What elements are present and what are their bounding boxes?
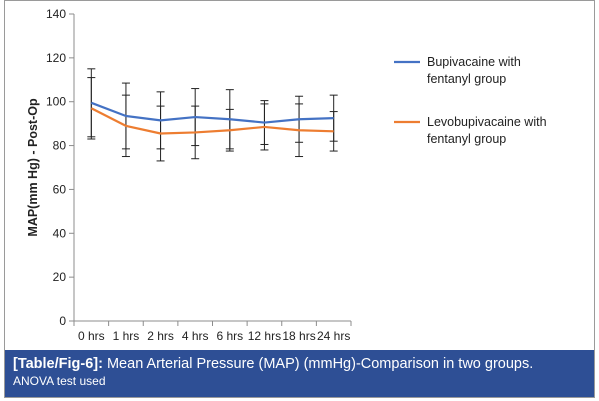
legend-label: Bupivacaine with fentanyl group (427, 55, 521, 86)
legend-item-1: Bupivacaine with fentanyl group (394, 55, 521, 86)
x-tick-label: 1 hrs (113, 329, 140, 343)
x-tick-label: 4 hrs (182, 329, 209, 343)
legend-label-line: Bupivacaine with (427, 55, 521, 69)
y-tick-label: 0 (59, 314, 66, 328)
caption-note: ANOVA test used (13, 374, 106, 388)
x-tick-label: 12 hrs (248, 329, 281, 343)
y-tick-label: 20 (53, 270, 67, 284)
map-line-chart: 0 20 40 60 80 100 120 140 0 hrs 1 hrs 2 hrs 4 hrs 6 … (26, 7, 547, 343)
caption-text: Mean Arterial Pressure (MAP) (mmHg)-Comp… (102, 356, 534, 372)
x-tick-label: 18 hrs (282, 329, 315, 343)
series-line-2 (90, 107, 334, 135)
x-tick-label: 2 hrs (147, 329, 174, 343)
y-tick-label: 80 (53, 139, 67, 153)
caption-label: [Table/Fig-6]: (13, 356, 103, 372)
y-tick-label: 60 (53, 182, 67, 196)
legend-label: Levobupivacaine with fentanyl group (427, 115, 547, 146)
y-tick-label: 100 (46, 95, 66, 109)
y-tick-label: 140 (46, 7, 66, 21)
y-tick-label: 120 (46, 51, 66, 65)
chart-legend: Bupivacaine with fentanyl groupLevobupiva… (394, 55, 547, 146)
legend-label-line: Levobupivacaine with (427, 115, 547, 129)
legend-label-line: fentanyl group (427, 72, 506, 86)
x-tick-label: 24 hrs (317, 329, 350, 343)
x-tick-label: 6 hrs (216, 329, 243, 343)
plot-area: 0 20 40 60 80 100 120 140 0 hrs 1 hrs 2 hrs 4 hrs 6 … (26, 7, 352, 343)
legend-label-line: fentanyl group (427, 132, 506, 146)
series-line-1 (90, 101, 334, 124)
figure-panel: 0 20 40 60 80 100 120 140 0 hrs 1 hrs 2 hrs 4 hrs 6 … (4, 0, 595, 398)
series-1 (87, 68, 338, 150)
figure-caption: [Table/Fig-6]: Mean Arterial Pressure (M… (5, 350, 594, 397)
y-axis-title: MAP(mm Hg) - Post-Op (26, 98, 40, 237)
x-tick-label: 0 hrs (78, 329, 105, 343)
y-tick-label: 40 (53, 226, 67, 240)
legend-item-2: Levobupivacaine with fentanyl group (394, 115, 547, 146)
